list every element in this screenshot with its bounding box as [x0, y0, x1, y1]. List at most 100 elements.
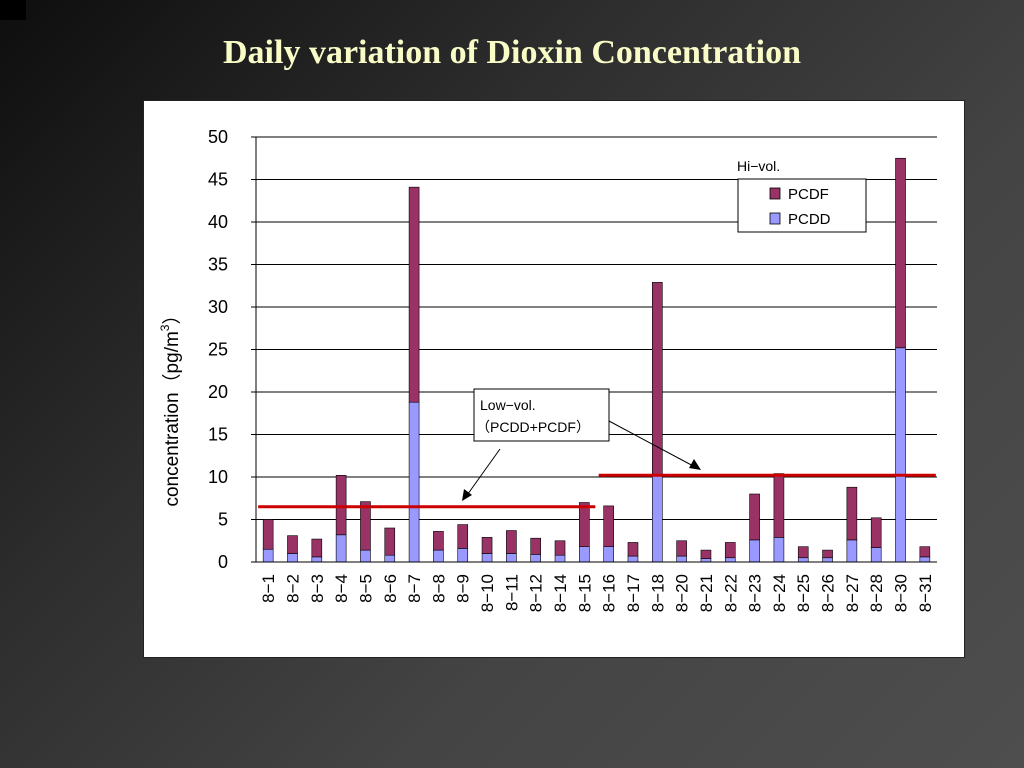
- bar-pcdd-16: [627, 555, 639, 563]
- x-tick-label: 8−12: [527, 574, 546, 612]
- x-tick-label: 8−9: [454, 574, 473, 603]
- annotation-line2: （PCDD+PCDF）: [476, 419, 590, 435]
- annotation-box: [473, 388, 610, 442]
- bar-pcdf-11: [506, 530, 517, 554]
- bar-pcdf-17: [652, 282, 663, 475]
- bar-pcdf-3: [311, 538, 323, 558]
- bar-pcdf-22: [773, 473, 785, 538]
- annotation-line1: Low−vol.: [480, 397, 536, 413]
- y-tick-label: 25: [208, 340, 228, 360]
- bar-pcdf-19: [700, 549, 712, 559]
- bar-pcdd-17: [652, 474, 663, 563]
- ref-layer: [258, 473, 936, 509]
- bar-pcdd-5: [360, 549, 371, 563]
- y-tick-label: 10: [208, 467, 228, 487]
- y-tick-label: 20: [208, 382, 228, 402]
- x-tick-label: 8−24: [770, 574, 789, 612]
- bar-pcdd-12: [530, 554, 541, 563]
- bar-pcdf-16: [627, 542, 639, 557]
- x-tick-label: 8−26: [819, 574, 838, 612]
- x-tick-label: 8−6: [381, 574, 400, 603]
- y-axis-label-sup: 3: [158, 324, 172, 331]
- x-tick-label: 8−22: [721, 574, 740, 612]
- bar-pcdd-10: [481, 553, 493, 563]
- legend-label-pcdd: PCDD: [788, 211, 831, 228]
- bar-pcdf-13: [554, 540, 566, 556]
- bar-pcdf-9: [457, 524, 469, 549]
- bar-pcdd-13: [554, 554, 566, 563]
- x-tick-label: 8−15: [575, 574, 594, 612]
- bar-pcdd-9: [457, 548, 469, 563]
- bar-pcdd-15: [603, 546, 614, 563]
- bar-pcdd-28: [919, 556, 931, 563]
- x-tick-label: 8−14: [551, 574, 570, 612]
- y-tick-label: 45: [208, 170, 228, 190]
- bar-layer: [262, 157, 931, 563]
- bar-pcdf-25: [846, 486, 858, 541]
- y-tick-label: 15: [208, 425, 228, 445]
- x-tick-label: 8−2: [283, 574, 302, 603]
- bar-pcdf-12: [530, 537, 541, 555]
- chart-frame: 0 5 10 15 20 25 30 35 40 45 50 8−1 8−2 8−3 8−4 8−5 8−6 8−…: [143, 100, 965, 658]
- bar-pcdf-5: [360, 501, 371, 551]
- legend-swatch-pcdd: [769, 212, 781, 225]
- x-tick-label: 8−30: [892, 574, 911, 612]
- bar-pcdd-22: [773, 537, 785, 563]
- y-tick-label: 50: [208, 127, 228, 147]
- bar-pcdd-1: [262, 548, 274, 563]
- bar-pcdf-18: [676, 540, 687, 557]
- bar-pcdf-1: [262, 519, 274, 550]
- x-tick-label: 8−17: [624, 574, 643, 612]
- bar-pcdf-8: [433, 531, 444, 551]
- x-tick-label: 8−4: [332, 574, 351, 603]
- bar-pcdf-10: [481, 537, 493, 554]
- y-tick-label: 0: [218, 552, 228, 572]
- x-tick-label: 8−1: [259, 574, 278, 603]
- bar-pcdd-2: [287, 553, 298, 563]
- x-tick-label: 8−10: [478, 574, 497, 612]
- bar-pcdf-26: [870, 517, 882, 548]
- legend: Hi−vol. PCDF PCDD: [737, 158, 867, 233]
- bar-pcdf-7: [408, 186, 420, 403]
- bar-pcdd-8: [433, 549, 444, 563]
- x-tick-label: 8−3: [308, 574, 327, 603]
- chart-svg: 0 5 10 15 20 25 30 35 40 45 50 8−1 8−2 8−3 8−4 8−5 8−6 8−…: [158, 127, 937, 612]
- bar-pcdf-4: [335, 474, 347, 536]
- grid-layer: [256, 136, 937, 520]
- bar-pcdf-6: [384, 527, 396, 556]
- x-tick-label: 8−18: [648, 574, 667, 612]
- legend-title: Hi−vol.: [737, 158, 780, 174]
- bar-pcdd-21: [749, 539, 760, 563]
- annotation-arrow-left: [464, 448, 501, 499]
- x-tick-label: 8−20: [673, 574, 692, 612]
- x-tick-label: 8−5: [356, 574, 375, 603]
- bar-pcdd-25: [846, 539, 858, 563]
- y-tick-label: 40: [208, 212, 228, 232]
- slide-title: Daily variation of Dioxin Concentration: [223, 34, 801, 71]
- x-tick-label: 8−21: [697, 574, 716, 612]
- low-vol-annotation: Low−vol. （PCDD+PCDF）: [462, 388, 701, 501]
- bar-pcdd-23: [797, 557, 809, 563]
- bar-pcdd-7: [408, 401, 420, 563]
- y-tick-label: 35: [208, 255, 228, 275]
- bar-pcdd-19: [700, 558, 712, 563]
- bar-pcdd-20: [724, 557, 736, 563]
- bar-pcdd-6: [384, 554, 396, 563]
- annotation-arrowhead-left: [462, 489, 472, 501]
- bar-pcdd-4: [335, 534, 347, 563]
- x-tick-label: 8−7: [405, 574, 424, 603]
- bar-pcdd-18: [676, 555, 687, 563]
- bar-pcdd-14: [579, 546, 590, 563]
- bar-pcdd-26: [870, 547, 882, 563]
- legend-swatch-pcdf: [769, 187, 781, 200]
- bar-pcdf-21: [749, 493, 760, 541]
- legend-box: [737, 178, 867, 233]
- x-tick-label: 8−28: [867, 574, 886, 612]
- bar-pcdf-28: [919, 546, 931, 558]
- bar-pcdd-11: [506, 553, 517, 563]
- x-tick-label: 8−27: [843, 574, 862, 612]
- y-tick-label: 5: [218, 510, 228, 530]
- y-axis-label: concentration（pg/m3）: [158, 305, 183, 506]
- bar-pcdd-24: [822, 557, 833, 563]
- annotation-arrow-right: [608, 420, 698, 469]
